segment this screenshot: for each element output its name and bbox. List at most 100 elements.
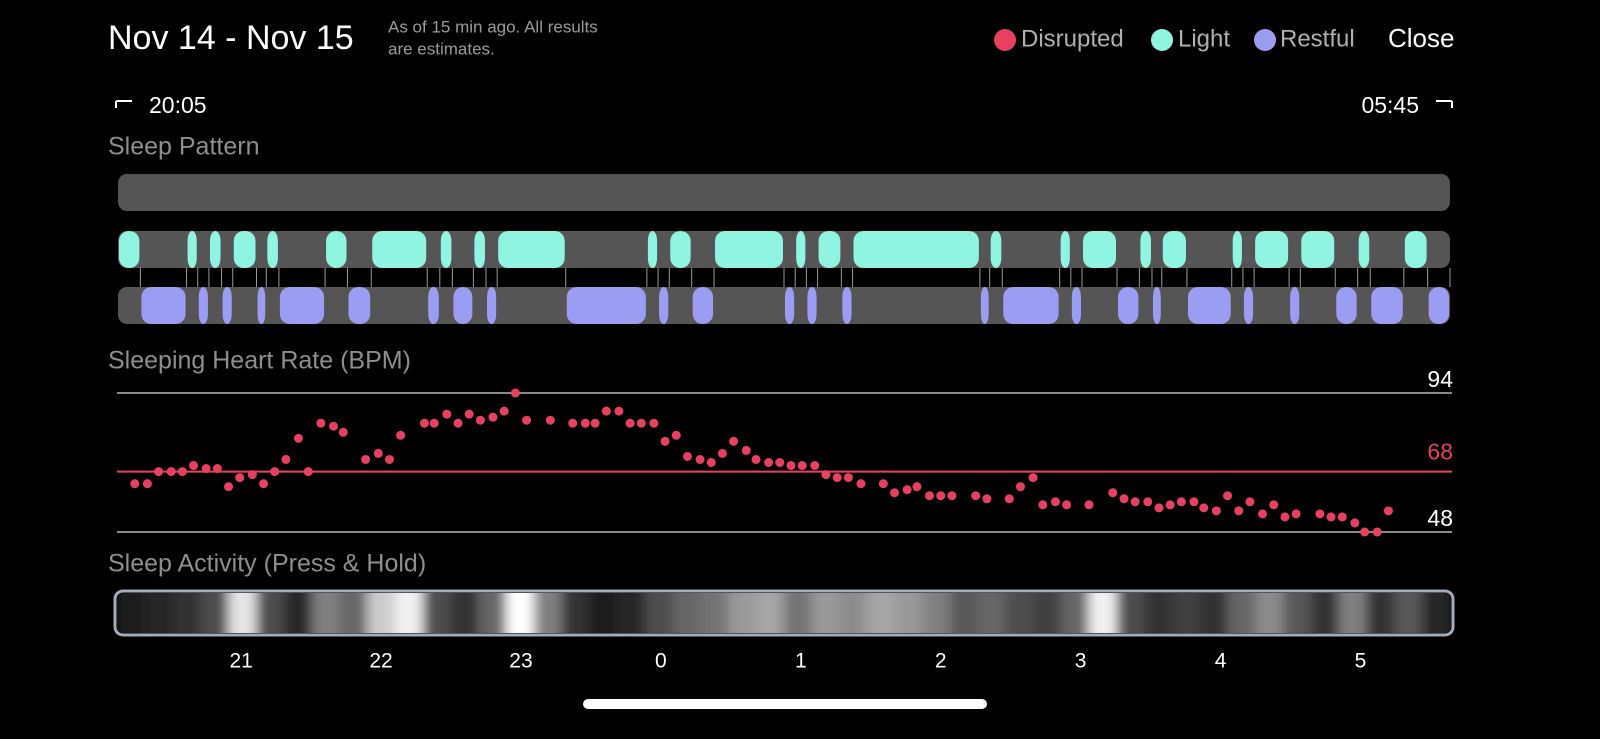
heart-rate-dot <box>522 415 532 425</box>
activity-cell <box>755 593 785 633</box>
heart-rate-dot <box>925 491 935 501</box>
heart-rate-dot <box>316 418 326 428</box>
x-tick-label: 23 <box>509 650 532 673</box>
sleep-segment <box>715 231 783 268</box>
x-tick-label: 0 <box>655 650 667 673</box>
close-button[interactable]: Close <box>1388 23 1454 53</box>
heart-rate-dot <box>142 479 152 489</box>
legend-dot <box>994 29 1016 51</box>
heart-rate-dot <box>130 479 140 489</box>
heart-rate-dot <box>361 454 371 464</box>
heart-rate-dot <box>660 436 670 446</box>
activity-cell <box>478 593 507 633</box>
activity-cell <box>811 593 840 633</box>
heart-rate-dot <box>1004 494 1014 504</box>
heart-rate-dot <box>1280 512 1290 522</box>
sleep-segment <box>670 231 691 268</box>
y-tick-label: 94 <box>1427 366 1453 392</box>
heart-rate-dot <box>717 448 727 458</box>
heart-rate-dot <box>912 482 922 492</box>
heart-rate-dot <box>419 418 429 428</box>
heart-rate-dot <box>682 451 692 461</box>
sleep-segment <box>1071 287 1082 324</box>
heart-rate-dot <box>293 433 303 443</box>
activity-cell <box>395 593 424 633</box>
sleep-segment <box>1243 287 1254 324</box>
heart-rate-dot <box>856 479 866 489</box>
activity-cell <box>422 593 452 633</box>
activity-cell <box>617 593 646 633</box>
sleep-segment <box>1187 287 1231 324</box>
sleep-segment <box>1083 231 1116 268</box>
sleep-segment <box>1003 287 1059 324</box>
note: are estimates. <box>388 39 495 58</box>
heart-rate-dot <box>545 415 555 425</box>
heart-rate-dot <box>729 436 739 446</box>
activity-cell <box>339 593 369 633</box>
heart-rate-dot <box>429 418 439 428</box>
heart-rate-dot <box>890 488 900 498</box>
heart-rate-dot <box>201 464 211 474</box>
x-tick-label: 4 <box>1215 650 1227 673</box>
heart-rate-dot <box>1383 506 1393 516</box>
heart-rate-dot <box>1038 500 1048 510</box>
sleep-segment <box>141 287 186 324</box>
activity-cell <box>1283 593 1312 633</box>
sleep-segment <box>372 231 427 268</box>
heart-rate-dot <box>936 491 946 501</box>
x-tick-label: 21 <box>229 650 252 673</box>
activity-cell <box>117 593 147 633</box>
heart-rate-dot <box>1130 497 1140 507</box>
sleep-segment <box>566 287 646 324</box>
heart-rate-dot <box>1337 512 1347 522</box>
heart-rate-dot <box>580 418 590 428</box>
pattern-row <box>118 231 1450 268</box>
heart-rate-dot <box>224 482 234 492</box>
activity-frame <box>113 589 1455 637</box>
heart-rate-dot <box>189 461 199 471</box>
heart-rate-dot <box>786 461 796 471</box>
heart-rate-dot <box>775 458 785 467</box>
sleep-segment <box>222 287 232 324</box>
sleep-segment <box>428 287 439 324</box>
activity-cell <box>700 593 729 633</box>
heart-rate-dot <box>797 461 807 471</box>
heart-rate-dot <box>1315 509 1325 519</box>
heart-rate-dot <box>1108 488 1118 498</box>
sleep-segment <box>279 287 325 324</box>
activity-cell <box>1144 593 1173 633</box>
x-tick-label: 1 <box>795 650 807 673</box>
end-bracket <box>1436 100 1453 108</box>
activity-cell <box>783 593 813 633</box>
activity-cell <box>506 593 535 633</box>
heart-rate-dot <box>1223 491 1233 501</box>
sleep-segment <box>1301 231 1335 268</box>
sleep-segment <box>326 231 347 268</box>
heart-rate-dot <box>396 430 406 440</box>
average-label: 68 <box>1427 439 1453 465</box>
heart-rate-dot <box>832 473 842 483</box>
heart-rate-dot <box>1269 500 1279 510</box>
legend-dot <box>1254 29 1276 51</box>
heart-rate-dot <box>625 418 635 428</box>
activity-cell <box>561 593 591 633</box>
heart-rate-dot <box>1258 509 1268 519</box>
heart-rate-dot <box>1143 497 1153 507</box>
heart-rate-dot <box>1360 527 1370 537</box>
heart-rate-dot <box>166 467 176 477</box>
sleep-segment <box>453 287 473 324</box>
activity-cell <box>1338 593 1368 633</box>
sleep-segment <box>1118 287 1139 324</box>
legend-dot <box>1151 29 1173 51</box>
heart-rate-dot <box>590 418 600 428</box>
sleep-segment <box>1152 287 1161 324</box>
heart-rate-dot <box>947 491 957 501</box>
sleep-segment <box>1371 287 1403 324</box>
activity-cell <box>728 593 757 633</box>
heart-rate-dot <box>1050 497 1060 507</box>
heart-rate-dot <box>1189 497 1199 507</box>
sleep-segment <box>980 287 989 324</box>
activity-strip[interactable] <box>100 590 1470 640</box>
end-time: 05:45 <box>1361 92 1419 118</box>
pattern-row <box>118 174 1450 211</box>
